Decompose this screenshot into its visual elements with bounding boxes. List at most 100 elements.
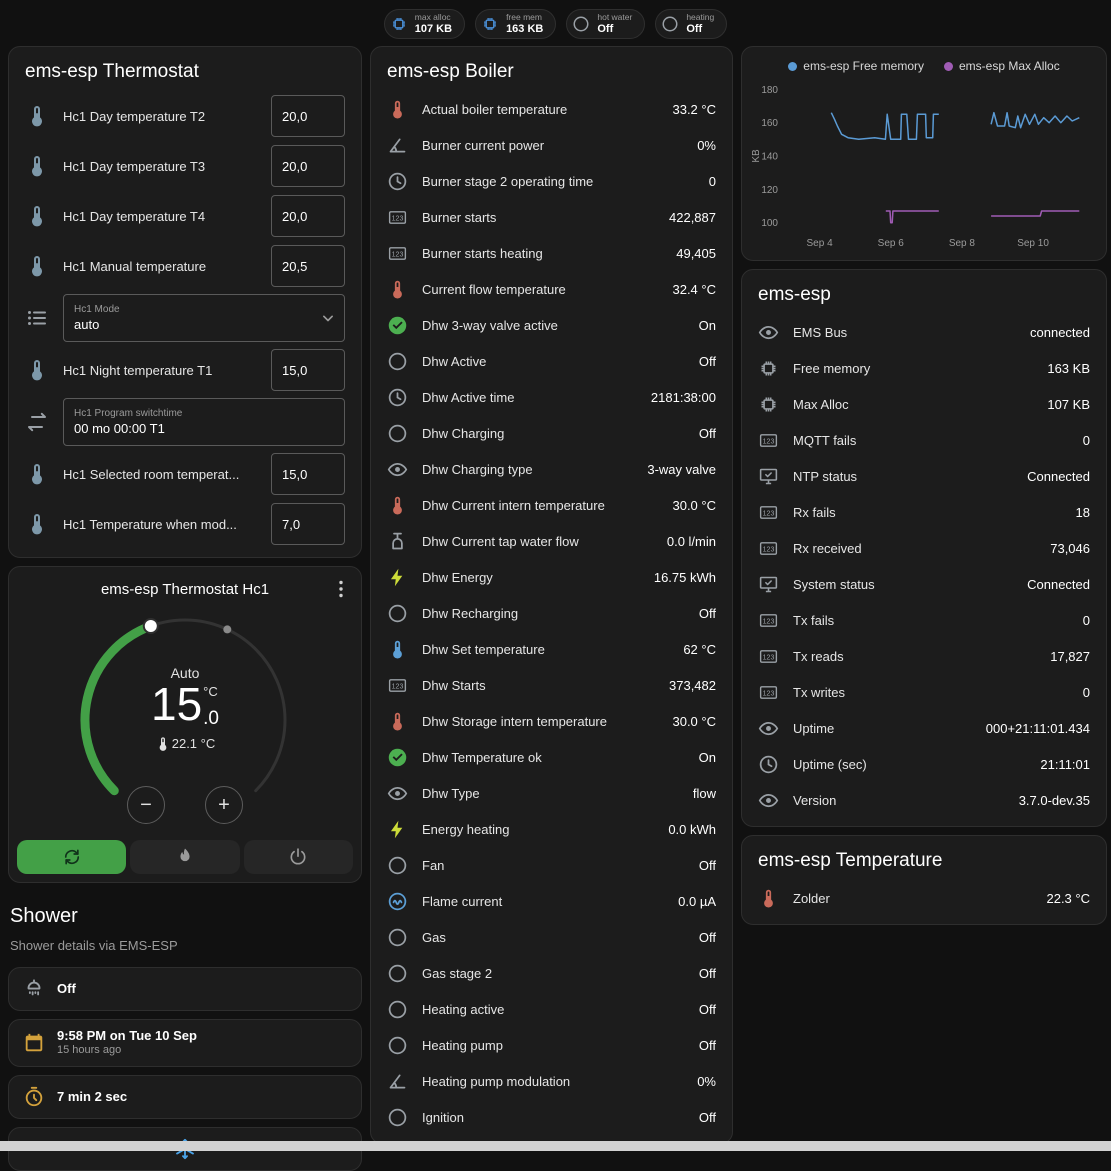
entity-row[interactable]: Hc1 Temperature when mod... 7,0 [9, 499, 361, 549]
entity-label: Burner stage 2 operating time [422, 173, 594, 189]
legend-item[interactable]: ems-esp Max Alloc [944, 59, 1060, 73]
entity-row[interactable]: 123 Tx writes 0 [742, 674, 1106, 710]
entity-row[interactable]: Fan Off [371, 847, 732, 883]
entity-row[interactable]: Dhw Recharging Off [371, 595, 732, 631]
entity-row[interactable]: 123 Burner starts 422,887 [371, 199, 732, 235]
entity-row[interactable]: Current flow temperature 32.4 °C [371, 271, 732, 307]
entity-row[interactable]: Gas stage 2 Off [371, 955, 732, 991]
number-input[interactable]: 20,0 [271, 195, 345, 237]
entity-row[interactable]: Energy heating 0.0 kWh [371, 811, 732, 847]
mode-button-off[interactable] [243, 840, 353, 874]
entity-row[interactable]: Hc1 Night temperature T1 15,0 [9, 345, 361, 395]
badge-bar: max alloc 107 KB free mem 163 KB hot water Of… [0, 0, 1111, 46]
entity-row[interactable]: Zolder 22.3 °C [742, 880, 1106, 916]
entity-row[interactable]: Dhw Charging type 3-way valve [371, 451, 732, 487]
number-input[interactable]: 15,0 [271, 453, 345, 495]
chevron-down-icon[interactable] [318, 308, 338, 328]
shower-row[interactable]: 9:58 PM on Tue 10 Sep 15 hours ago [8, 1019, 362, 1067]
counter-icon: 123 [758, 646, 779, 667]
entity-row[interactable]: Dhw Energy 16.75 kWh [371, 559, 732, 595]
entity-label: Dhw Active time [422, 389, 515, 405]
legend-label: ems-esp Free memory [803, 59, 924, 73]
entity-row[interactable]: NTP status Connected [742, 458, 1106, 494]
entity-row[interactable]: Free memory 163 KB [742, 350, 1106, 386]
entity-row[interactable]: 123 Rx fails 18 [742, 494, 1106, 530]
entity-label: Tx fails [793, 612, 835, 628]
entity-row[interactable]: System status Connected [742, 566, 1106, 602]
number-input[interactable]: 20,0 [271, 145, 345, 187]
entity-row[interactable]: Burner current power 0% [371, 127, 732, 163]
entity-row[interactable]: Dhw Active time 2181:38:00 [371, 379, 732, 415]
entity-row[interactable]: Hc1 Day temperature T2 20,0 [9, 91, 361, 141]
entity-row[interactable]: 123 Burner starts heating 49,405 [371, 235, 732, 271]
number-input[interactable]: 20,5 [271, 245, 345, 287]
entity-row[interactable]: Hc1 Mode auto [9, 291, 361, 345]
entity-row[interactable]: 123 Tx reads 17,827 [742, 638, 1106, 674]
entity-row[interactable]: Dhw 3-way valve active On [371, 307, 732, 343]
entity-row[interactable]: 123 Rx received 73,046 [742, 530, 1106, 566]
number-input[interactable]: 20,0 [271, 95, 345, 137]
decrease-temp-button[interactable]: − [127, 786, 165, 824]
entity-row[interactable]: Dhw Charging Off [371, 415, 732, 451]
entity-row[interactable]: Ignition Off [371, 1099, 732, 1135]
setpoint-handle[interactable] [142, 618, 159, 634]
entity-row[interactable]: EMS Bus connected [742, 314, 1106, 350]
entity-value: 18 [1075, 504, 1090, 520]
entity-row[interactable]: Dhw Temperature ok On [371, 739, 732, 775]
entity-row[interactable]: Dhw Current tap water flow 0.0 l/min [371, 523, 732, 559]
shower-row[interactable]: Off [8, 967, 362, 1011]
counter-icon: 123 [758, 502, 779, 523]
more-options-icon[interactable] [329, 577, 353, 601]
entity-row[interactable]: Hc1 Program switchtime 00 mo 00:00 T1 [9, 395, 361, 449]
thermometer-icon [25, 462, 49, 486]
entity-row[interactable]: Gas Off [371, 919, 732, 955]
entity-row[interactable]: Dhw Type flow [371, 775, 732, 811]
svg-text:123: 123 [763, 654, 775, 661]
entity-row[interactable]: 123 MQTT fails 0 [742, 422, 1106, 458]
entity-label: Current flow temperature [422, 281, 566, 297]
entity-row[interactable]: Dhw Set temperature 62 °C [371, 631, 732, 667]
header-badge[interactable]: hot water Off [566, 9, 646, 39]
left-column: ems-esp Thermostat Hc1 Day temperature T… [8, 46, 362, 1171]
shower-row[interactable]: 7 min 2 sec [8, 1075, 362, 1119]
entity-row[interactable]: Hc1 Day temperature T3 20,0 [9, 141, 361, 191]
header-badge[interactable]: free mem 163 KB [475, 9, 557, 39]
entity-row[interactable]: Heating active Off [371, 991, 732, 1027]
header-badge[interactable]: max alloc 107 KB [383, 9, 466, 39]
entity-row[interactable]: Uptime (sec) 21:11:01 [742, 746, 1106, 782]
header-badge[interactable]: heating Off [655, 9, 728, 39]
entity-row[interactable]: Actual boiler temperature 33.2 °C [371, 91, 732, 127]
check-circle-icon [387, 747, 408, 768]
entity-row[interactable]: Max Alloc 107 KB [742, 386, 1106, 422]
mode-button-heat[interactable] [130, 840, 240, 874]
power-icon [288, 847, 308, 867]
entity-row[interactable]: Hc1 Selected room temperat... 15,0 [9, 449, 361, 499]
horizontal-scrollbar[interactable] [0, 1141, 1111, 1151]
entity-row[interactable]: Flame current 0.0 µA [371, 883, 732, 919]
entity-row[interactable]: Heating pump modulation 0% [371, 1063, 732, 1099]
entity-row[interactable]: 123 Dhw Starts 373,482 [371, 667, 732, 703]
badge-text: max alloc 107 KB [415, 12, 452, 35]
thermometer-icon [387, 99, 408, 120]
entity-row[interactable]: Dhw Current intern temperature 30.0 °C [371, 487, 732, 523]
entity-row[interactable]: Heating pump Off [371, 1027, 732, 1063]
entity-row[interactable]: Dhw Active Off [371, 343, 732, 379]
mode-select[interactable]: Hc1 Mode auto [63, 294, 345, 342]
legend-item[interactable]: ems-esp Free memory [788, 59, 924, 73]
entity-row[interactable]: Uptime 000+21:11:01.434 [742, 710, 1106, 746]
entity-row[interactable]: Version 3.7.0-dev.35 [742, 782, 1106, 818]
increase-temp-button[interactable]: + [205, 786, 243, 824]
bolt-icon [387, 567, 408, 588]
entity-row[interactable]: 123 Tx fails 0 [742, 602, 1106, 638]
number-input[interactable]: 15,0 [271, 349, 345, 391]
text-input[interactable]: Hc1 Program switchtime 00 mo 00:00 T1 [63, 398, 345, 446]
thermostat-dial[interactable]: Auto 15 °C .0 22.1 °C [65, 600, 305, 812]
entity-row[interactable]: Dhw Storage intern temperature 30.0 °C [371, 703, 732, 739]
entity-label: Uptime (sec) [793, 756, 867, 772]
entity-label: Dhw Type [422, 785, 480, 801]
mode-button-auto[interactable] [17, 840, 127, 874]
entity-row[interactable]: Burner stage 2 operating time 0 [371, 163, 732, 199]
entity-row[interactable]: Hc1 Day temperature T4 20,0 [9, 191, 361, 241]
number-input[interactable]: 7,0 [271, 503, 345, 545]
entity-row[interactable]: Hc1 Manual temperature 20,5 [9, 241, 361, 291]
